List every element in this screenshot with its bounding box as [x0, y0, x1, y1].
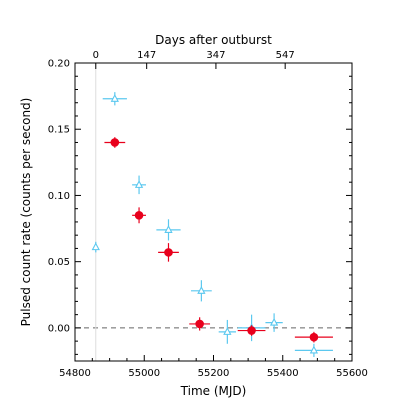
series-1	[104, 137, 333, 343]
data-point	[134, 211, 144, 220]
data-point	[195, 319, 204, 329]
x-tick-label: 55000	[128, 368, 160, 379]
x-tick-label: 54800	[59, 368, 91, 379]
data-point	[164, 248, 173, 257]
top-axis-title: Days after outburst	[155, 33, 272, 47]
x-tick-label: 55400	[267, 368, 299, 379]
data-point	[91, 242, 100, 251]
data-point	[223, 327, 232, 335]
y-tick-label: 0.05	[48, 257, 70, 268]
y-tick-label: 0.20	[48, 59, 70, 70]
top-tick-label: 347	[206, 50, 225, 61]
top-tick-label: 547	[276, 50, 295, 61]
x-tick-label: 55600	[336, 368, 368, 379]
data-point	[134, 180, 144, 188]
data-point	[309, 345, 319, 354]
reference-lines	[75, 63, 352, 361]
top-tick-label: 0	[93, 50, 99, 61]
series-0	[91, 92, 333, 358]
x-tick-label: 55200	[198, 368, 230, 379]
y-axis-title: Pulsed count rate (counts per second)	[19, 98, 33, 327]
data-point	[309, 332, 319, 342]
data-point	[110, 138, 120, 147]
data-point	[247, 326, 256, 335]
x-axis-title: Time (MJD)	[180, 384, 247, 398]
plot-frame	[74, 62, 353, 362]
ticks-layer: 54800 55000 55200 55400 55600 0.00 0.05 0.10 0.1…	[48, 50, 368, 379]
data-point	[269, 317, 279, 326]
top-tick-label: 147	[137, 50, 156, 61]
data-point	[164, 225, 173, 233]
y-tick-label: 0.10	[48, 191, 70, 202]
y-tick-label: 0.15	[48, 125, 70, 136]
data-point	[110, 93, 119, 102]
data-point	[197, 286, 206, 294]
y-tick-label: 0.00	[48, 323, 70, 334]
data-layer	[91, 92, 333, 358]
